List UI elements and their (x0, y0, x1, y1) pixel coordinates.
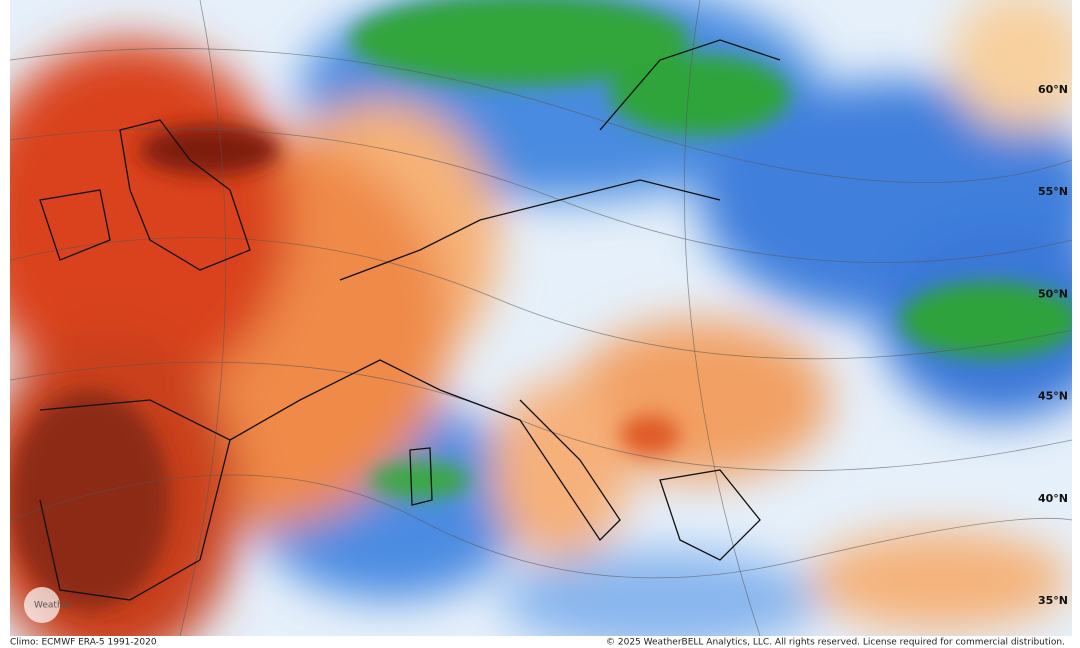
latitude-label: 45°N (1038, 390, 1068, 403)
latitude-label: 50°N (1038, 287, 1068, 300)
latitude-label: 60°N (1038, 83, 1068, 96)
footer-left: Climo: ECMWF ERA-5 1991-2020 (10, 638, 157, 648)
logo: Weather (24, 587, 72, 623)
logo-text: Weather (34, 601, 72, 611)
footer-right: © 2025 WeatherBELL Analytics, LLC. All r… (606, 638, 1065, 648)
latitude-label: 55°N (1038, 185, 1068, 198)
latitude-label: 35°N (1038, 594, 1068, 607)
latitude-label: 40°N (1038, 492, 1068, 505)
